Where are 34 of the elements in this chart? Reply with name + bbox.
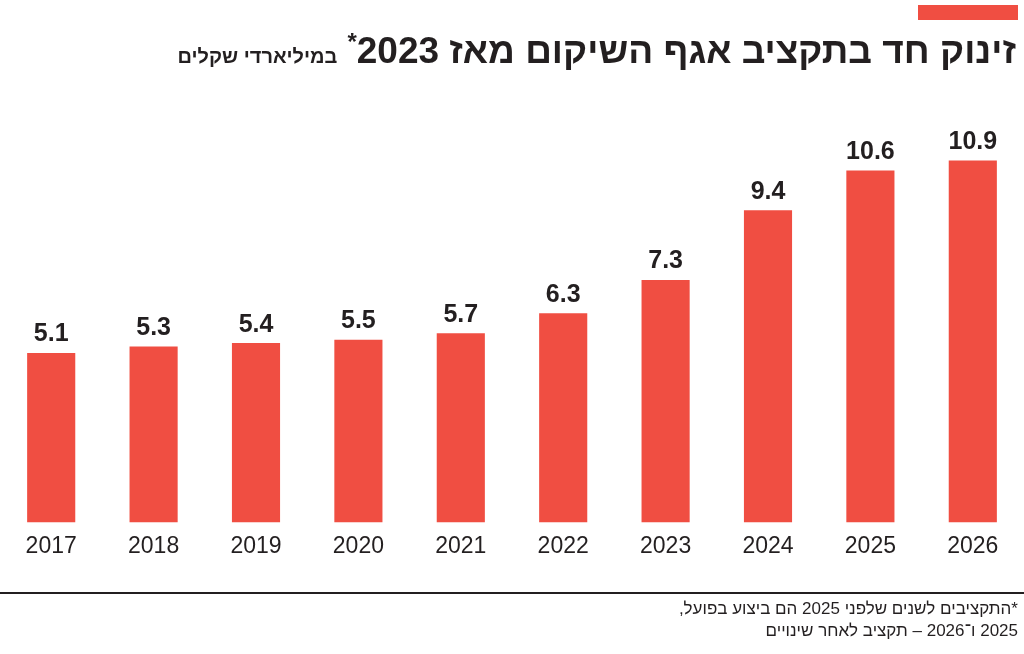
data-label: 5.3	[136, 311, 171, 340]
bar	[948, 160, 997, 523]
data-label: 5.1	[33, 318, 69, 347]
data-label: 5.5	[341, 305, 376, 334]
chart-title: זינוק חד בתקציב אגף השיקום מאז 2023$^{*}$	[347, 28, 1016, 72]
bar	[539, 313, 588, 523]
bar	[129, 346, 178, 523]
bar	[436, 333, 485, 523]
x-tick-label: 2026	[947, 531, 999, 558]
data-label: 7.3	[648, 245, 683, 274]
text: 2025 ו־2026 – תקציב לאחר שינויים	[764, 620, 1018, 642]
bar	[743, 210, 793, 523]
data-label: 10.9	[948, 125, 998, 154]
bar	[231, 343, 281, 523]
x-tick-label: 2021	[435, 531, 487, 558]
x-tick-label: 2019	[230, 531, 282, 558]
bar	[27, 353, 76, 523]
x-tick-label: 2018	[128, 531, 180, 558]
x-tick-label: 2022	[537, 531, 589, 558]
bar	[846, 170, 895, 523]
chart-subtitle: במיליארדי שקלים	[177, 45, 338, 68]
x-tick-label: 2024	[742, 531, 794, 558]
text: *התקציבים לשנים שלפני 2025 הם ביצוע בפועל,	[678, 598, 1018, 620]
bar	[334, 339, 383, 523]
data-label: 10.6	[846, 135, 895, 164]
x-tick-label: 2025	[844, 531, 896, 558]
bar	[641, 280, 690, 523]
data-label: 6.3	[545, 278, 581, 307]
x-tick-label: 2023	[640, 531, 692, 558]
x-tick-label: 2017	[25, 531, 77, 558]
x-tick-label: 2020	[332, 531, 384, 558]
data-label: 5.7	[443, 298, 479, 327]
data-label: 5.4	[238, 308, 274, 337]
data-label: 9.4	[750, 175, 786, 204]
